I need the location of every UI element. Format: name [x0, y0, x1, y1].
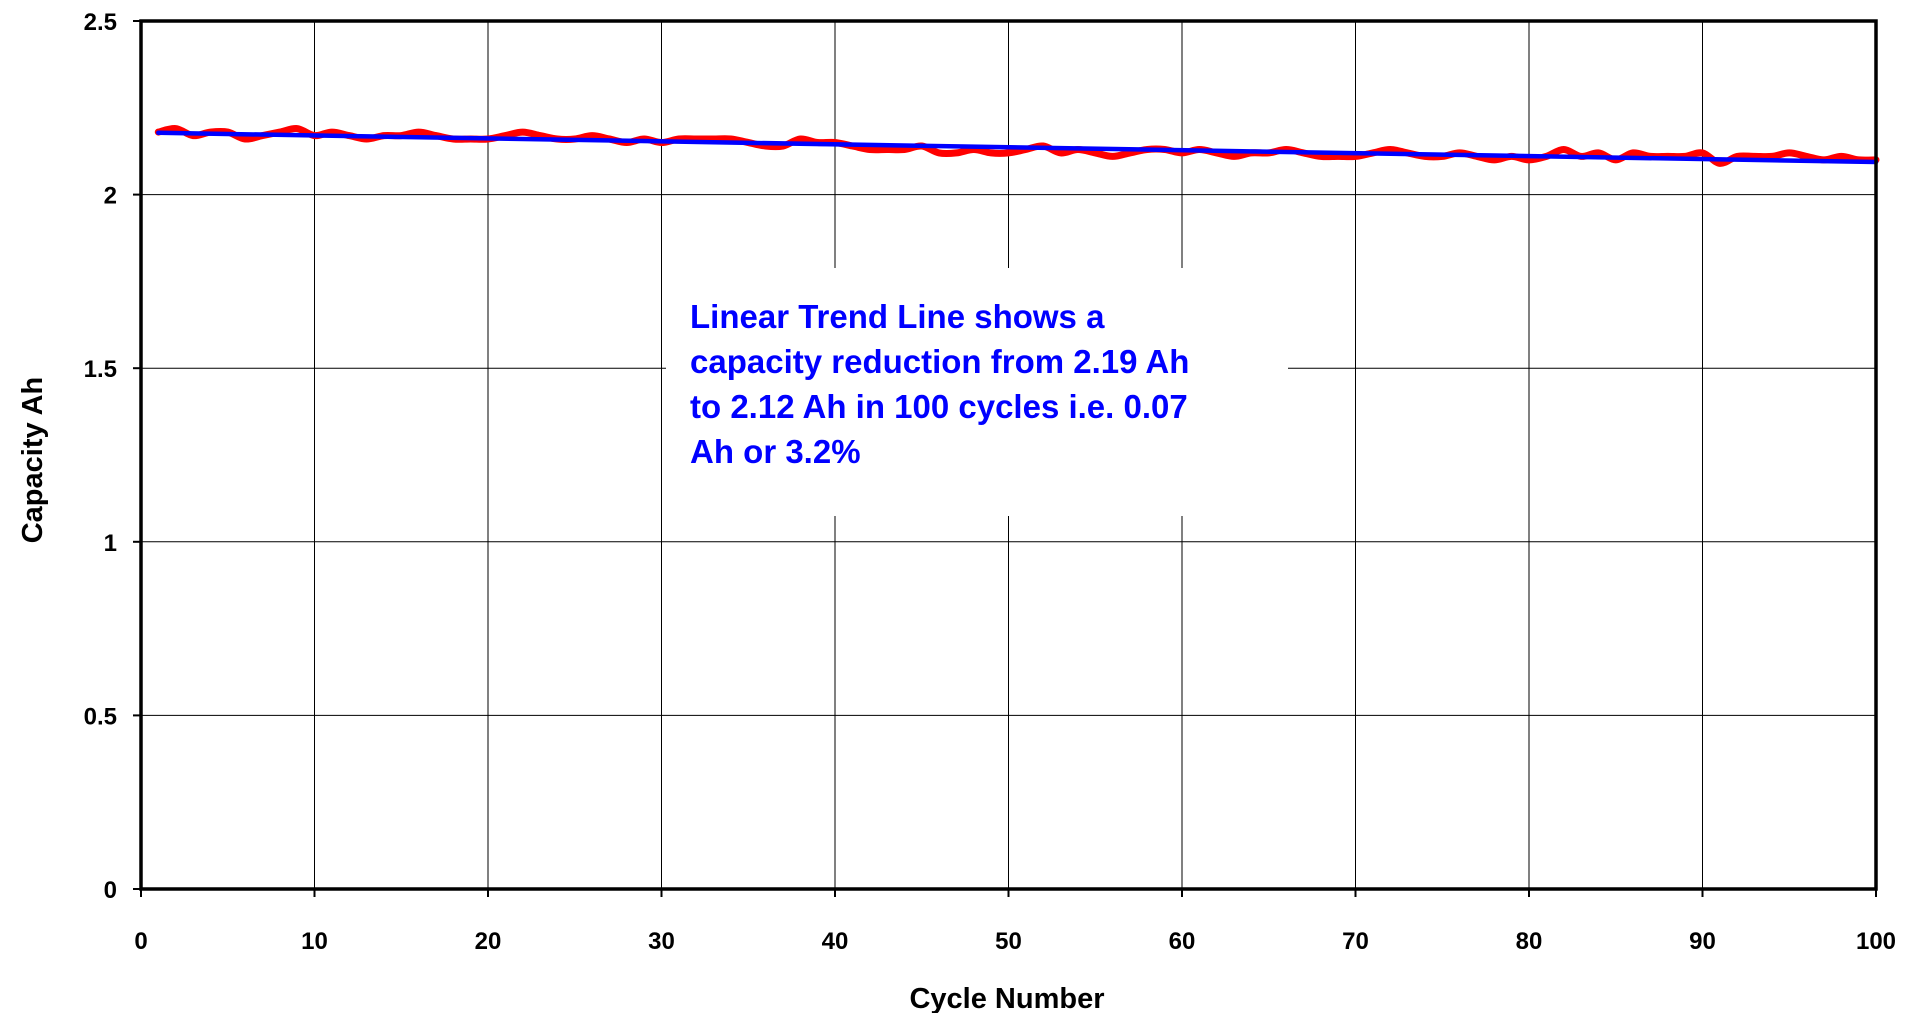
y-tick-label-5: 2.5 [84, 9, 117, 36]
trend-line [156, 130, 1879, 165]
x-tick-label-1: 10 [301, 928, 328, 955]
tick-marks [133, 20, 1877, 897]
x-tick-label-7: 70 [1342, 928, 1369, 955]
x-axis-title: Cycle Number [909, 983, 1104, 1013]
x-tick-label-2: 20 [475, 928, 502, 955]
x-tick-label-8: 80 [1516, 928, 1543, 955]
y-tick-label-4: 2 [104, 183, 117, 210]
y-tick-labels: 0 0.5 1 1.5 2 2.5 [84, 9, 117, 904]
y-tick-label-0: 0 [104, 877, 117, 904]
y-tick-label-3: 1.5 [84, 356, 117, 383]
x-tick-label-5: 50 [995, 928, 1022, 955]
y-axis-title: Capacity Ah [17, 377, 49, 544]
x-tick-label-9: 90 [1689, 928, 1716, 955]
x-tick-label-0: 0 [134, 928, 147, 955]
x-tick-label-4: 40 [822, 928, 849, 955]
y-tick-label-2: 1 [104, 530, 117, 557]
trend-annotation-text: Linear Trend Line shows a capacity reduc… [690, 298, 1190, 470]
x-tick-labels: 0 10 20 30 40 50 60 70 80 90 100 [134, 928, 1896, 955]
y-tick-label-1: 0.5 [84, 703, 117, 730]
series-layer [154, 125, 1880, 167]
x-tick-label-3: 30 [648, 928, 675, 955]
trend-annotation-box: Linear Trend Line shows a capacity reduc… [666, 268, 1288, 516]
x-tick-label-6: 60 [1169, 928, 1196, 955]
x-tick-label-10: 100 [1856, 928, 1896, 955]
